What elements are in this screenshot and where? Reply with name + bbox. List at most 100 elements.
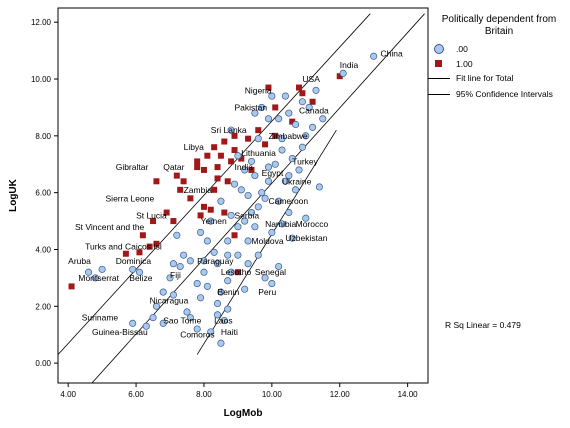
data-point-square (153, 240, 160, 247)
x-axis-label: LogMob (224, 408, 263, 419)
data-point-square (231, 232, 238, 239)
data-point-circle (244, 191, 252, 200)
data-point-square (177, 186, 184, 193)
y-tick-label: 6.00 (35, 189, 51, 198)
data-point-square (122, 250, 129, 257)
data-point-circle (312, 86, 320, 94)
point-label: Benin (218, 287, 240, 297)
point-label: India (235, 162, 254, 172)
data-point-square (153, 178, 160, 185)
data-point-circle (217, 197, 225, 205)
data-point-circle (244, 237, 252, 245)
data-point-square (197, 212, 204, 219)
data-point-circle (254, 251, 262, 259)
data-point-square (180, 178, 187, 185)
point-label: Suriname (82, 313, 119, 323)
point-label: Montserrat (78, 273, 119, 283)
point-label: Zambia (184, 185, 213, 195)
data-point-circle (169, 291, 177, 299)
x-tick-label: 10.00 (262, 390, 283, 399)
data-point-circle (292, 186, 300, 194)
legend-square-icon (428, 59, 450, 69)
data-point-square (231, 132, 238, 139)
point-label: Nigeria (245, 85, 272, 95)
point-label: Comoros (180, 330, 214, 340)
data-point-circle (213, 260, 222, 268)
point-label: India (340, 60, 359, 70)
data-point-square (187, 195, 194, 202)
point-label: St Vincent and the (75, 222, 145, 232)
data-point-circle (207, 328, 215, 336)
point-label: Dominica (116, 256, 152, 266)
point-label: Gibraltar (116, 162, 149, 172)
data-point-square (224, 178, 231, 185)
data-point-circle (91, 274, 99, 282)
point-label: Lesotho (221, 267, 252, 277)
data-point-square (217, 152, 224, 159)
data-point-circle (200, 268, 208, 276)
point-label: Fiji (170, 270, 181, 280)
point-label: Sao Tome (163, 316, 201, 326)
data-point-circle (224, 277, 232, 285)
data-point-circle (292, 120, 300, 129)
data-point-circle (129, 319, 137, 327)
data-point-circle (298, 98, 306, 106)
point-label: Ukraine (282, 176, 312, 186)
data-point-circle (203, 282, 211, 290)
data-point-circle (152, 302, 160, 310)
data-point-circle (268, 280, 276, 288)
data-point-circle (261, 274, 269, 282)
point-label: Morocco (296, 219, 329, 229)
data-point-square (173, 172, 180, 179)
data-point-square (211, 186, 218, 193)
data-point-circle (271, 160, 279, 168)
plot-frame (57, 7, 429, 384)
y-tick-label: 4.00 (35, 245, 51, 254)
data-point-circle (207, 217, 215, 225)
data-point-circle (241, 285, 249, 293)
data-point-circle (234, 251, 242, 259)
data-point-circle (278, 146, 286, 154)
data-point-circle (234, 223, 242, 231)
point-label: Aruba (68, 256, 91, 266)
legend-title: Politically dependent from Britain (441, 14, 557, 37)
data-point-square (248, 166, 255, 173)
legend-label-1: 1.00 (456, 59, 473, 69)
data-point-circle (251, 109, 259, 117)
legend-item-3: 95% Confidence Intervals (428, 89, 553, 99)
data-point-circle (319, 115, 327, 123)
point-label: Libya (184, 142, 205, 152)
data-point-circle (180, 251, 188, 259)
data-point-circle (302, 214, 310, 222)
data-point-square (163, 209, 170, 216)
point-label: Turkey (292, 156, 318, 166)
data-point-circle (298, 143, 306, 151)
data-point-circle (183, 308, 191, 316)
data-point-circle (254, 203, 262, 211)
point-label: Qatar (163, 162, 184, 172)
data-point-circle (220, 316, 228, 325)
y-tick-label: 10.00 (31, 75, 52, 84)
data-point-circle (315, 183, 323, 191)
legend-line-icon (428, 73, 450, 83)
data-point-circle (159, 288, 167, 296)
data-point-circle (268, 92, 276, 100)
data-point-square (204, 152, 211, 159)
point-label: Yemen (201, 216, 227, 226)
data-point-circle (227, 126, 235, 134)
point-label: Paraguay (197, 256, 234, 266)
data-point-circle (268, 228, 276, 236)
ci-lower-line (196, 129, 337, 355)
data-point-circle (370, 52, 378, 60)
data-point-square (255, 127, 262, 134)
point-label: USA (302, 74, 320, 84)
data-point-square (265, 84, 272, 91)
data-point-square (139, 232, 146, 239)
data-point-circle (166, 274, 174, 282)
r-squared-annotation: R Sq Linear = 0.479 (445, 320, 521, 330)
data-point-square (245, 135, 252, 142)
point-label: Egypt (262, 168, 284, 178)
data-point-circle (288, 234, 296, 242)
point-label: Nicaragua (150, 296, 189, 306)
data-point-square (194, 158, 201, 165)
